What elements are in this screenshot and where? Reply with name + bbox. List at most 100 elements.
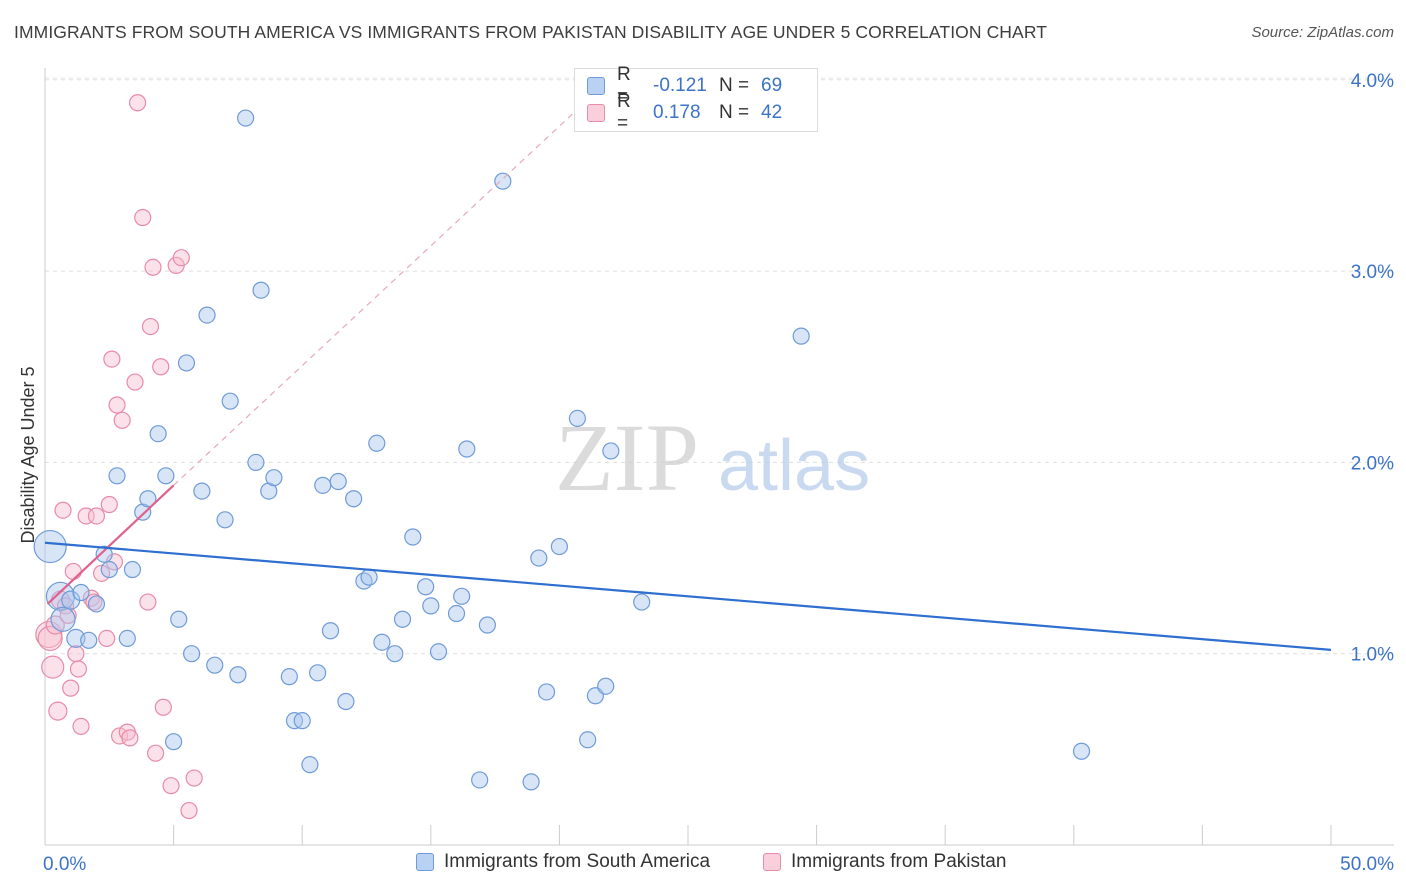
legend-n-value: 69 — [761, 75, 783, 96]
source-label: Source: ZipAtlas.com — [1251, 24, 1394, 41]
south-america-point — [301, 756, 319, 774]
south-america-point — [265, 469, 283, 487]
pakistan-point — [139, 593, 157, 611]
pakistan-point — [162, 777, 180, 795]
south-america-point — [72, 583, 90, 602]
pakistan-point — [152, 358, 170, 376]
pakistan-point — [141, 317, 160, 336]
south-america-point — [293, 712, 311, 730]
legend-n-label: N = — [719, 102, 750, 123]
south-america-point — [422, 597, 440, 615]
south-america-point — [165, 733, 183, 751]
pakistan-point — [92, 564, 111, 582]
south-america-point — [80, 631, 98, 649]
south-america-point — [393, 610, 412, 628]
trend-lines — [44, 113, 1332, 651]
south-america-point — [237, 109, 255, 127]
legend-r-value: -0.121 — [653, 75, 707, 96]
south-america-point — [429, 643, 448, 661]
south-america-point — [321, 622, 340, 640]
legend-n-value: 42 — [761, 102, 783, 123]
y-tick-label: 1.0% — [1351, 645, 1394, 666]
axis-labels: 1.0% 2.0% 3.0% 4.0% 0.0% 50.0% Disability Age … — [18, 71, 1394, 875]
south-america-points — [33, 109, 1091, 791]
pakistan-point — [121, 729, 139, 747]
south-america-point — [550, 537, 569, 556]
south-america-point — [404, 528, 422, 546]
south-america-trend-line — [44, 541, 1332, 651]
south-america-point — [453, 587, 471, 605]
south-america-point — [221, 392, 239, 410]
south-america-point — [792, 327, 810, 345]
south-america-point — [108, 467, 126, 485]
south-america-point — [329, 472, 347, 491]
pakistan-point — [48, 701, 68, 721]
pakistan-point — [185, 769, 203, 787]
legend-item-south-america: Immigrants from South America — [416, 851, 710, 873]
south-america-point — [149, 425, 167, 443]
legend-swatch-pink — [587, 104, 605, 122]
south-america-point — [177, 354, 196, 372]
south-america-point — [198, 306, 216, 324]
south-america-point — [87, 595, 106, 613]
y-tick-label: 4.0% — [1351, 71, 1394, 92]
south-america-point — [373, 633, 391, 651]
pakistan-point — [69, 660, 88, 678]
legend-swatch-blue — [587, 77, 605, 95]
pakistan-point — [108, 396, 126, 414]
legend-n-label: N = — [719, 75, 750, 96]
axes — [44, 68, 1394, 846]
pakistan-point — [134, 208, 152, 227]
south-america-point — [633, 593, 651, 611]
south-america-point — [100, 560, 118, 579]
watermark-atlas: atlas — [718, 426, 870, 506]
watermark-zip: ZIP — [555, 404, 699, 511]
pakistan-trend-line — [46, 484, 175, 605]
south-america-point — [247, 453, 265, 471]
legend-row-pakistan: R = 0.178 N = 42 — [587, 91, 783, 134]
south-america-point — [280, 668, 298, 686]
legend-label-pakistan: Immigrants from Pakistan — [791, 851, 1007, 872]
x-tick-label-max: 50.0% — [1340, 854, 1394, 875]
south-america-point — [417, 578, 435, 596]
pakistan-point — [128, 94, 147, 112]
south-america-point — [494, 172, 512, 190]
legend-label-south-america: Immigrants from South America — [444, 851, 711, 872]
south-america-point — [537, 683, 556, 701]
pakistan-point — [67, 645, 85, 663]
south-america-point — [66, 628, 86, 648]
pakistan-point — [100, 495, 118, 514]
legend-swatch-pink — [763, 853, 781, 871]
pakistan-point — [126, 373, 144, 391]
series-legend: Immigrants from South America Immigrants… — [0, 851, 1406, 877]
pakistan-point — [146, 744, 165, 762]
south-america-point — [50, 606, 76, 632]
legend-row-south-america: R = -0.121 N = 69 — [587, 64, 783, 107]
south-america-point — [345, 490, 363, 508]
south-america-point — [447, 604, 466, 623]
south-america-point — [386, 645, 404, 663]
south-america-point — [530, 549, 548, 567]
pakistan-point — [37, 625, 63, 651]
pakistan-point — [110, 727, 129, 745]
pakistan-point — [54, 501, 72, 519]
legend-swatch-blue — [416, 853, 434, 871]
south-america-point — [183, 645, 201, 663]
south-america-point — [33, 529, 67, 564]
pakistan-point — [85, 593, 103, 611]
south-america-point — [123, 560, 142, 579]
chart-title: IMMIGRANTS FROM SOUTH AMERICA VS IMMIGRA… — [14, 22, 1048, 42]
south-america-point — [568, 409, 587, 428]
south-america-point — [458, 440, 476, 458]
y-tick-label: 3.0% — [1351, 262, 1394, 283]
pakistan-point — [87, 507, 106, 525]
pakistan-point — [98, 629, 116, 647]
y-axis-label: Disability Age Under 5 — [18, 366, 38, 543]
south-america-point — [216, 511, 234, 529]
legend-r-value: 0.178 — [653, 102, 701, 123]
pakistan-point — [113, 411, 131, 429]
pakistan-point — [62, 679, 80, 697]
south-america-point — [252, 281, 270, 299]
south-america-point — [193, 482, 211, 500]
